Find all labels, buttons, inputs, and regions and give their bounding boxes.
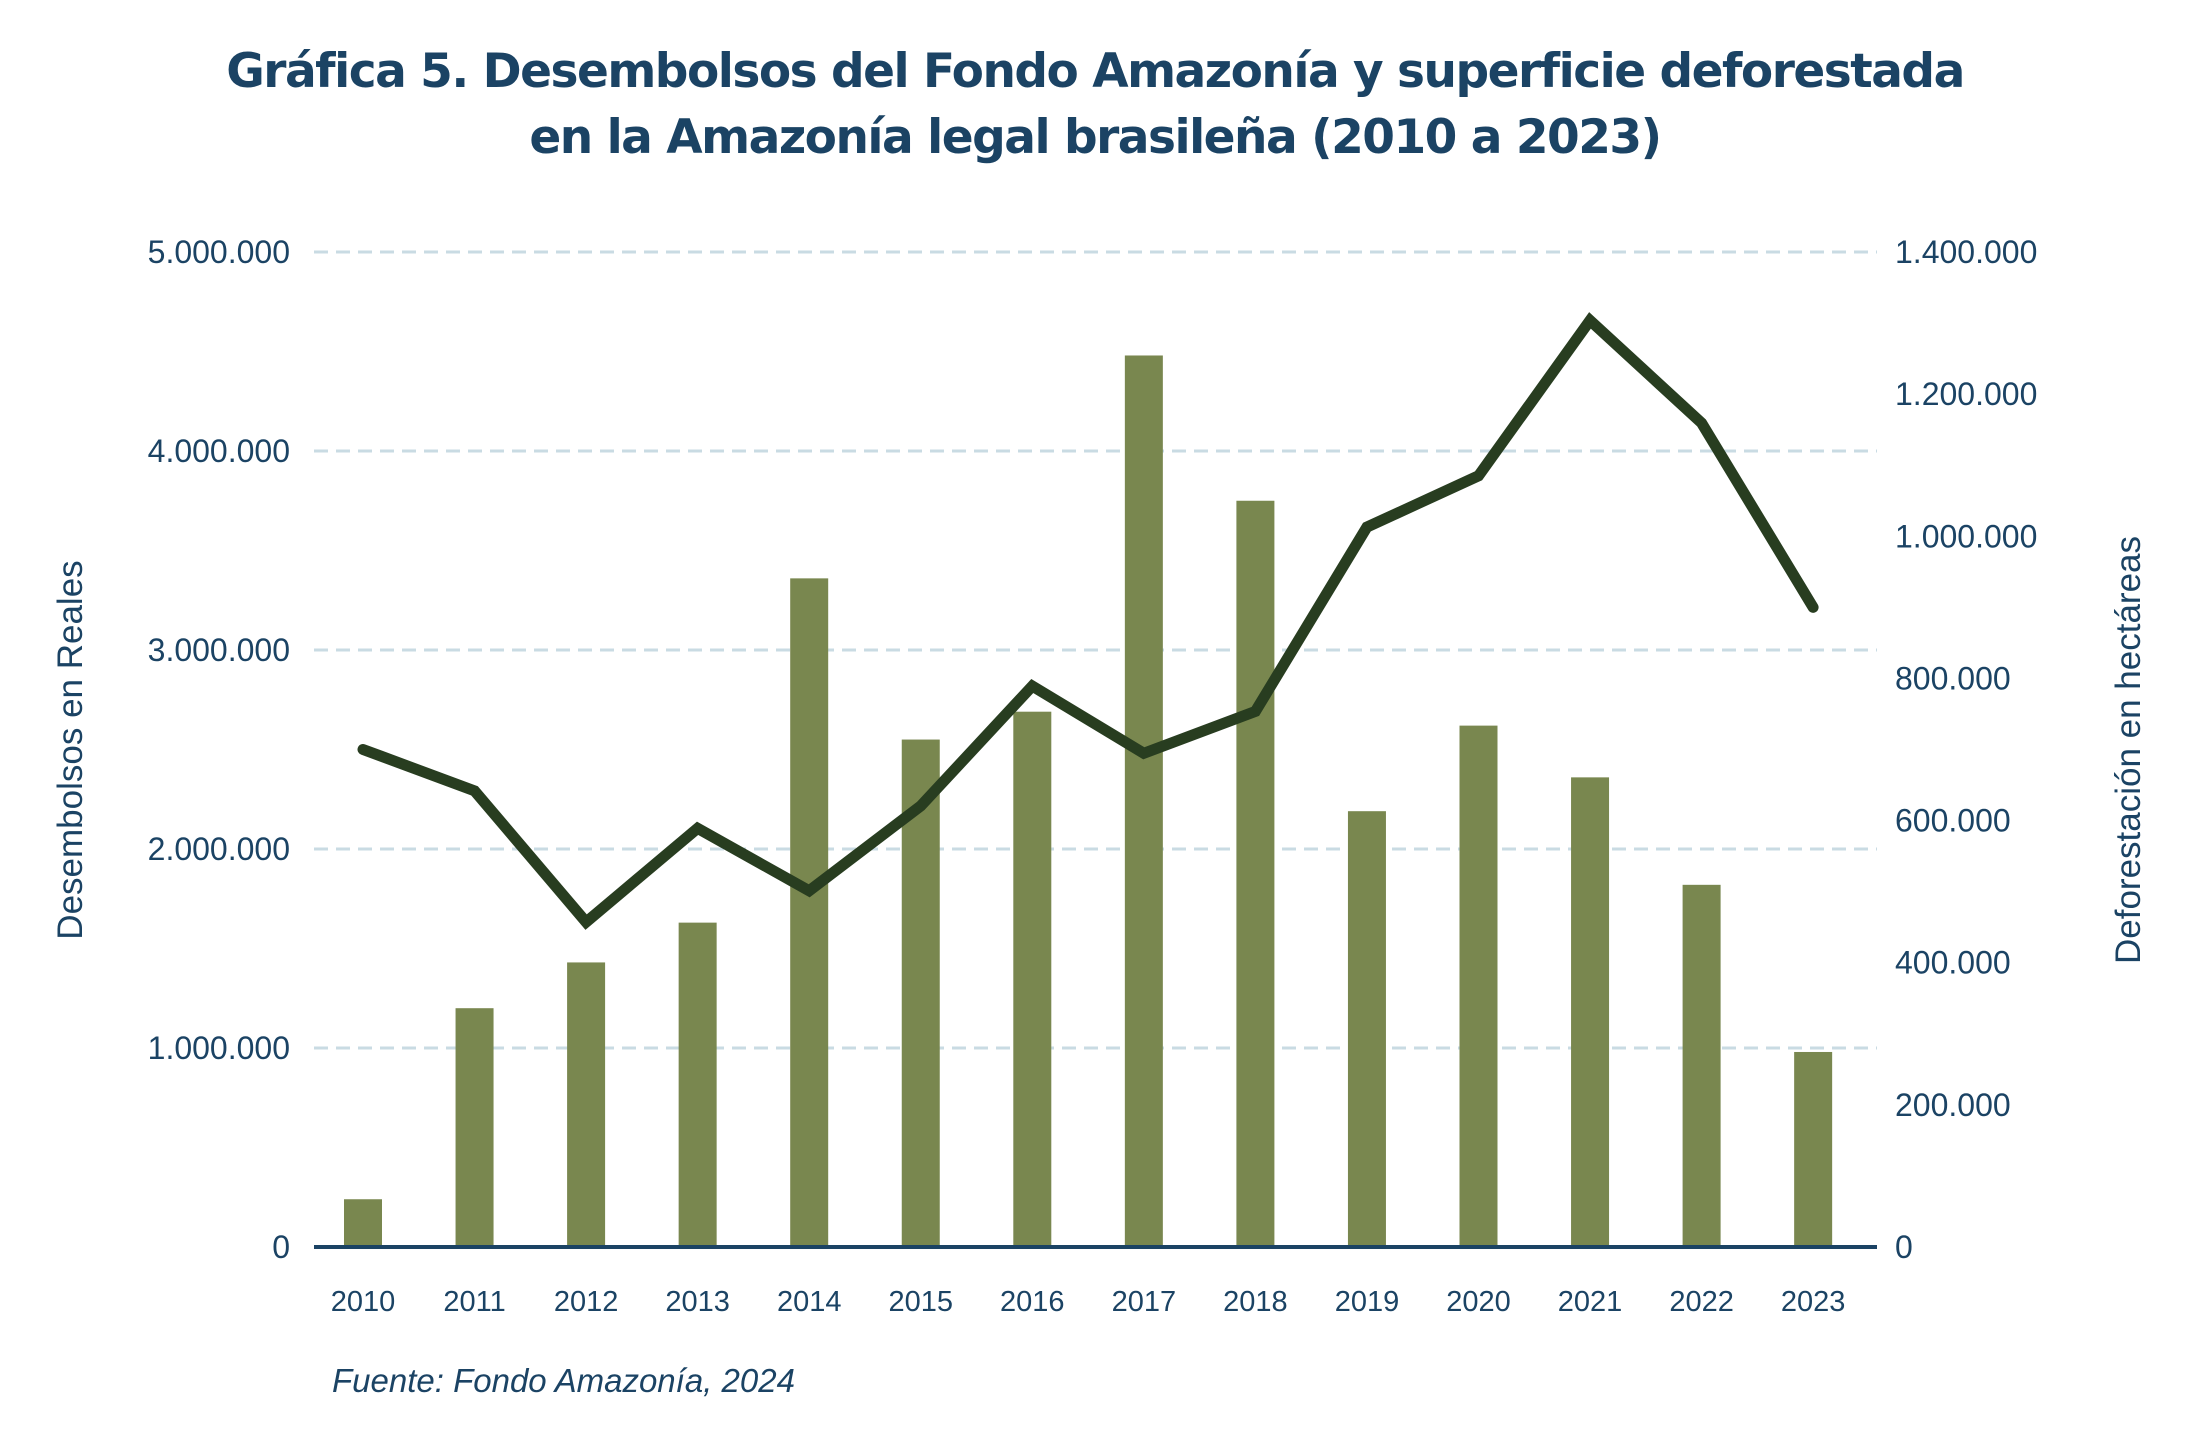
bar-2021 [1571, 777, 1610, 1247]
x-tick-label: 2012 [554, 1286, 619, 1318]
x-tick-label: 2018 [1223, 1286, 1288, 1318]
bar-2013 [678, 922, 717, 1247]
chart-title-line-2: en la Amazonía legal brasileña (2010 a 2… [529, 110, 1660, 165]
left-tick-label: 3.000.000 [148, 632, 290, 668]
x-tick-label: 2011 [443, 1286, 505, 1318]
x-tick-label: 2014 [777, 1286, 842, 1318]
left-tick-label: 2.000.000 [148, 831, 290, 867]
right-tick-label: 200.000 [1895, 1087, 2011, 1123]
bar-2019 [1347, 811, 1386, 1247]
x-tick-label: 2021 [1558, 1286, 1623, 1318]
x-axis-ticks: 2010 2011 2012 2013 2014 2015 2016 2017 2018 2019… [331, 1286, 1846, 1318]
x-tick-label: 2020 [1446, 1286, 1511, 1318]
x-tick-label: 2022 [1669, 1286, 1734, 1318]
left-tick-label: 4.000.000 [148, 433, 290, 469]
right-tick-label: 1.400.000 [1895, 234, 2037, 270]
right-axis-title: Deforestación en hectáreas [2109, 536, 2148, 964]
left-tick-label: 1.000.000 [148, 1030, 290, 1066]
right-tick-label: 1.200.000 [1895, 376, 2037, 412]
bar-2022 [1682, 884, 1721, 1247]
chart-title-line-1: Gráfica 5. Desembolsos del Fondo Amazoní… [226, 44, 1964, 99]
x-tick-label: 2013 [665, 1286, 730, 1318]
right-axis-ticks: 0 200.000 400.000 600.000 800.000 1.000.000 1.… [1895, 234, 2037, 1265]
left-tick-label: 5.000.000 [148, 234, 290, 270]
right-tick-label: 400.000 [1895, 945, 2011, 981]
x-tick-label: 2023 [1781, 1286, 1846, 1318]
left-axis-ticks: 0 1.000.000 2.000.000 3.000.000 4.000.000 5.0… [148, 234, 290, 1265]
bar-2011 [455, 1008, 494, 1247]
deforestation-line [357, 312, 1819, 930]
right-tick-label: 800.000 [1895, 660, 2011, 696]
bar-2016 [1013, 711, 1052, 1247]
source-note: Fuente: Fondo Amazonía, 2024 [332, 1362, 795, 1399]
bar-series [344, 355, 1833, 1248]
gridlines [314, 250, 1877, 1050]
right-tick-label: 600.000 [1895, 803, 2011, 839]
bar-2015 [901, 739, 940, 1247]
bar-2010 [344, 1199, 382, 1247]
left-axis-title: Desembolsos en Reales [51, 560, 90, 939]
bar-2014 [790, 578, 829, 1247]
x-tick-label: 2017 [1112, 1286, 1177, 1318]
right-tick-label: 1.000.000 [1895, 518, 2037, 554]
bar-2023 [1794, 1051, 1833, 1247]
bar-2012 [567, 962, 606, 1247]
bar-2017 [1124, 355, 1163, 1248]
left-tick-label: 0 [272, 1229, 290, 1265]
x-tick-label: 2015 [888, 1286, 953, 1318]
right-tick-label: 0 [1895, 1229, 1913, 1265]
x-tick-label: 2010 [331, 1286, 396, 1318]
x-tick-label: 2016 [1000, 1286, 1065, 1318]
bar-2018 [1236, 500, 1275, 1247]
x-tick-label: 2019 [1335, 1286, 1400, 1318]
bar-2020 [1459, 725, 1498, 1247]
